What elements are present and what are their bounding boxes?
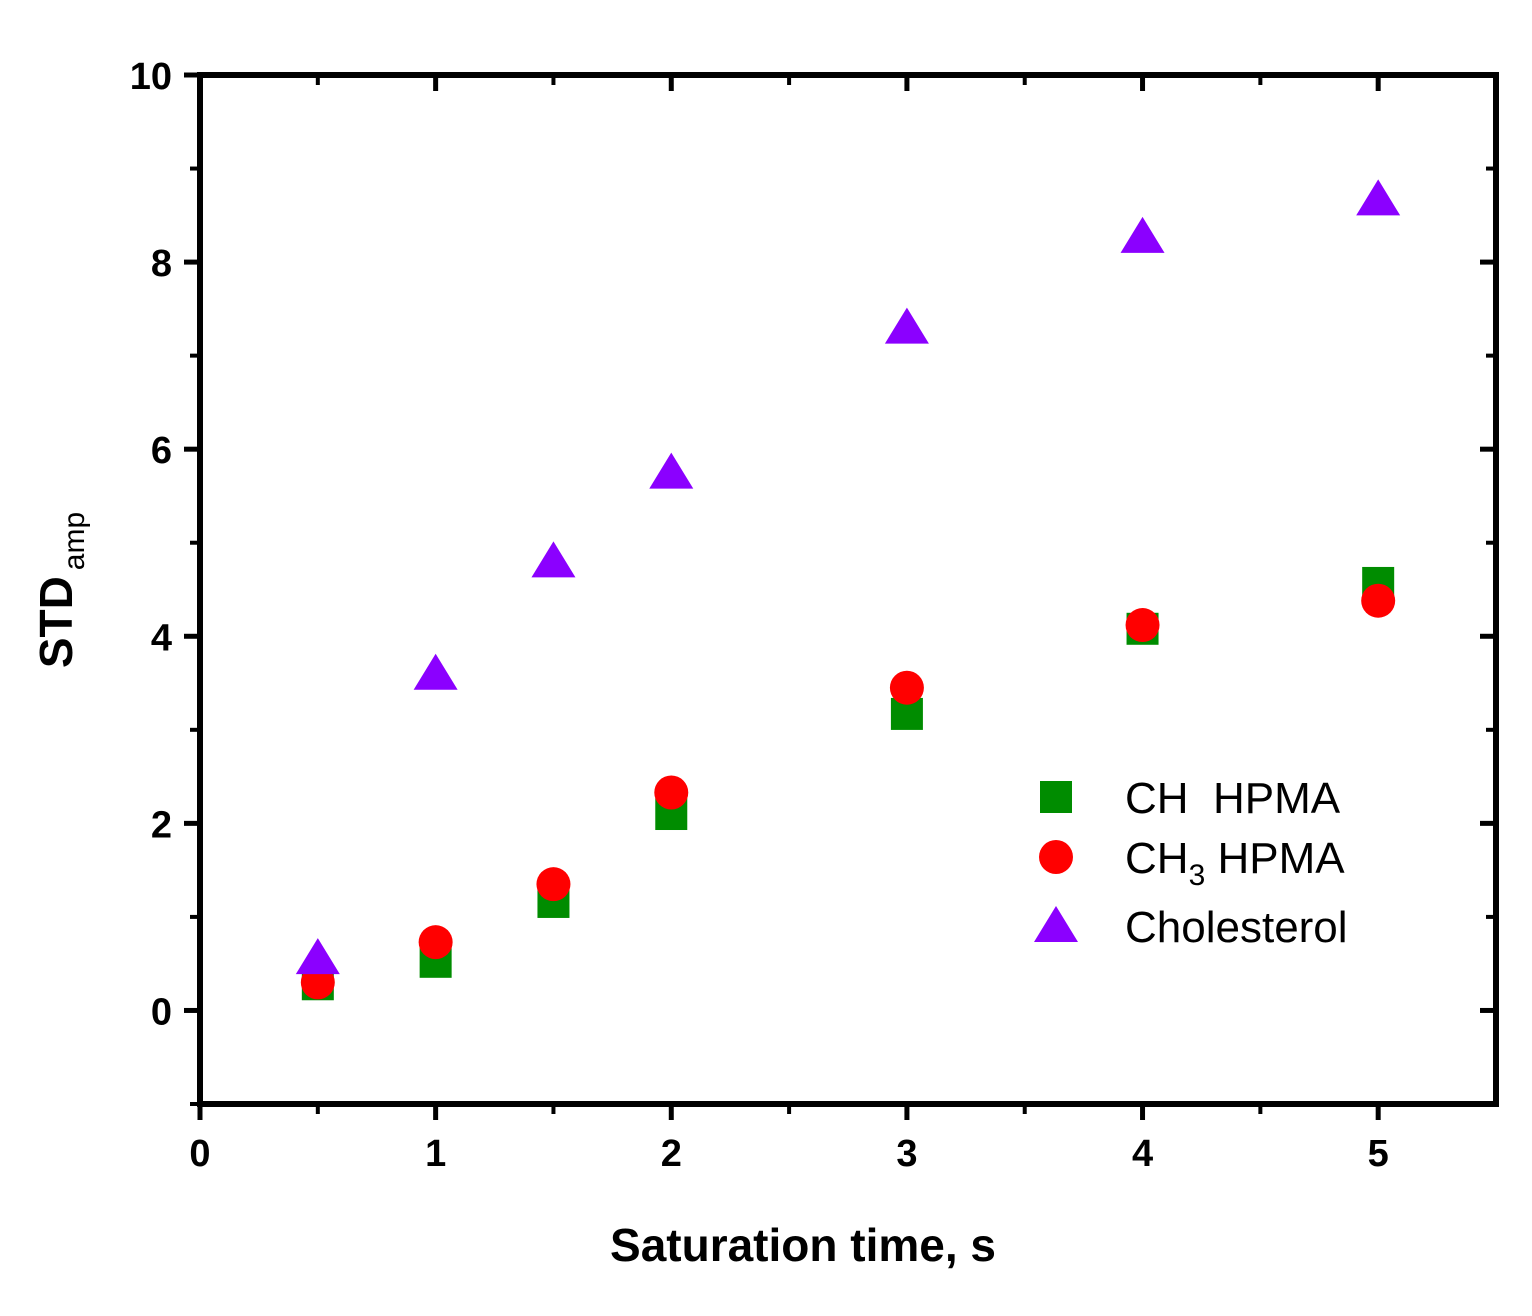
x-axis-title: Saturation time, s [610,1219,996,1271]
legend-label-ch3-rest: HPMA [1205,834,1345,883]
legend-marker-ch3-hpma [1039,840,1073,874]
legend-label-ch3-sub: 3 [1189,859,1206,892]
data-point-ch3-hpma [1361,583,1396,618]
plot-frame [197,72,1499,1107]
data-point-cholesterol [531,541,576,578]
legend-markers [1034,781,1078,942]
x-tick-label: 5 [1368,1133,1389,1175]
y-tick-label: 8 [151,243,172,285]
data-point-ch3-hpma [654,775,689,810]
series-ch3-hpma [300,583,1396,1000]
legend-label-cholesterol: Cholesterol [1125,903,1348,952]
legend-marker-cholesterol [1034,906,1078,942]
legend-label-ch3-hpma: CH3 HPMA [1125,834,1345,892]
data-point-ch3-hpma [536,867,571,902]
legend-marker-ch-hpma [1040,781,1072,813]
legend-label-ch3-main: CH [1125,834,1189,883]
data-point-cholesterol [295,938,340,975]
y-axis-title: STD amp [30,512,91,668]
data-point-cholesterol [1120,216,1165,253]
data-point-ch3-hpma [418,925,453,960]
x-tick-label: 0 [189,1133,210,1175]
x-tick-label: 2 [661,1133,682,1175]
legend-label-ch-hpma: CH HPMA [1125,774,1341,823]
series-cholesterol [295,179,1401,975]
x-tick-label: 4 [1132,1133,1153,1175]
legend: CH HPMA CH3 HPMA Cholesterol [1034,774,1348,952]
x-tick-label: 3 [896,1133,917,1175]
data-point-ch3-hpma [1125,608,1160,643]
data-point-ch3-hpma [889,670,924,705]
y-tick-label: 2 [151,804,172,846]
data-markers [295,179,1401,1001]
data-point-cholesterol [413,653,458,690]
tick-labels: 0 1 2 3 4 5 0 2 4 6 8 10 [130,56,1389,1175]
axis-ticks [184,72,1496,1120]
y-tick-label: 6 [151,430,172,472]
x-tick-label: 1 [425,1133,446,1175]
data-point-cholesterol [884,307,929,344]
data-point-cholesterol [1356,179,1401,216]
y-tick-label: 10 [130,56,172,98]
y-tick-label: 0 [151,991,172,1033]
y-axis-title-sub: amp [58,512,91,570]
data-point-cholesterol [649,452,694,489]
y-tick-label: 4 [151,617,172,659]
y-axis-title-main: STD [30,576,82,668]
